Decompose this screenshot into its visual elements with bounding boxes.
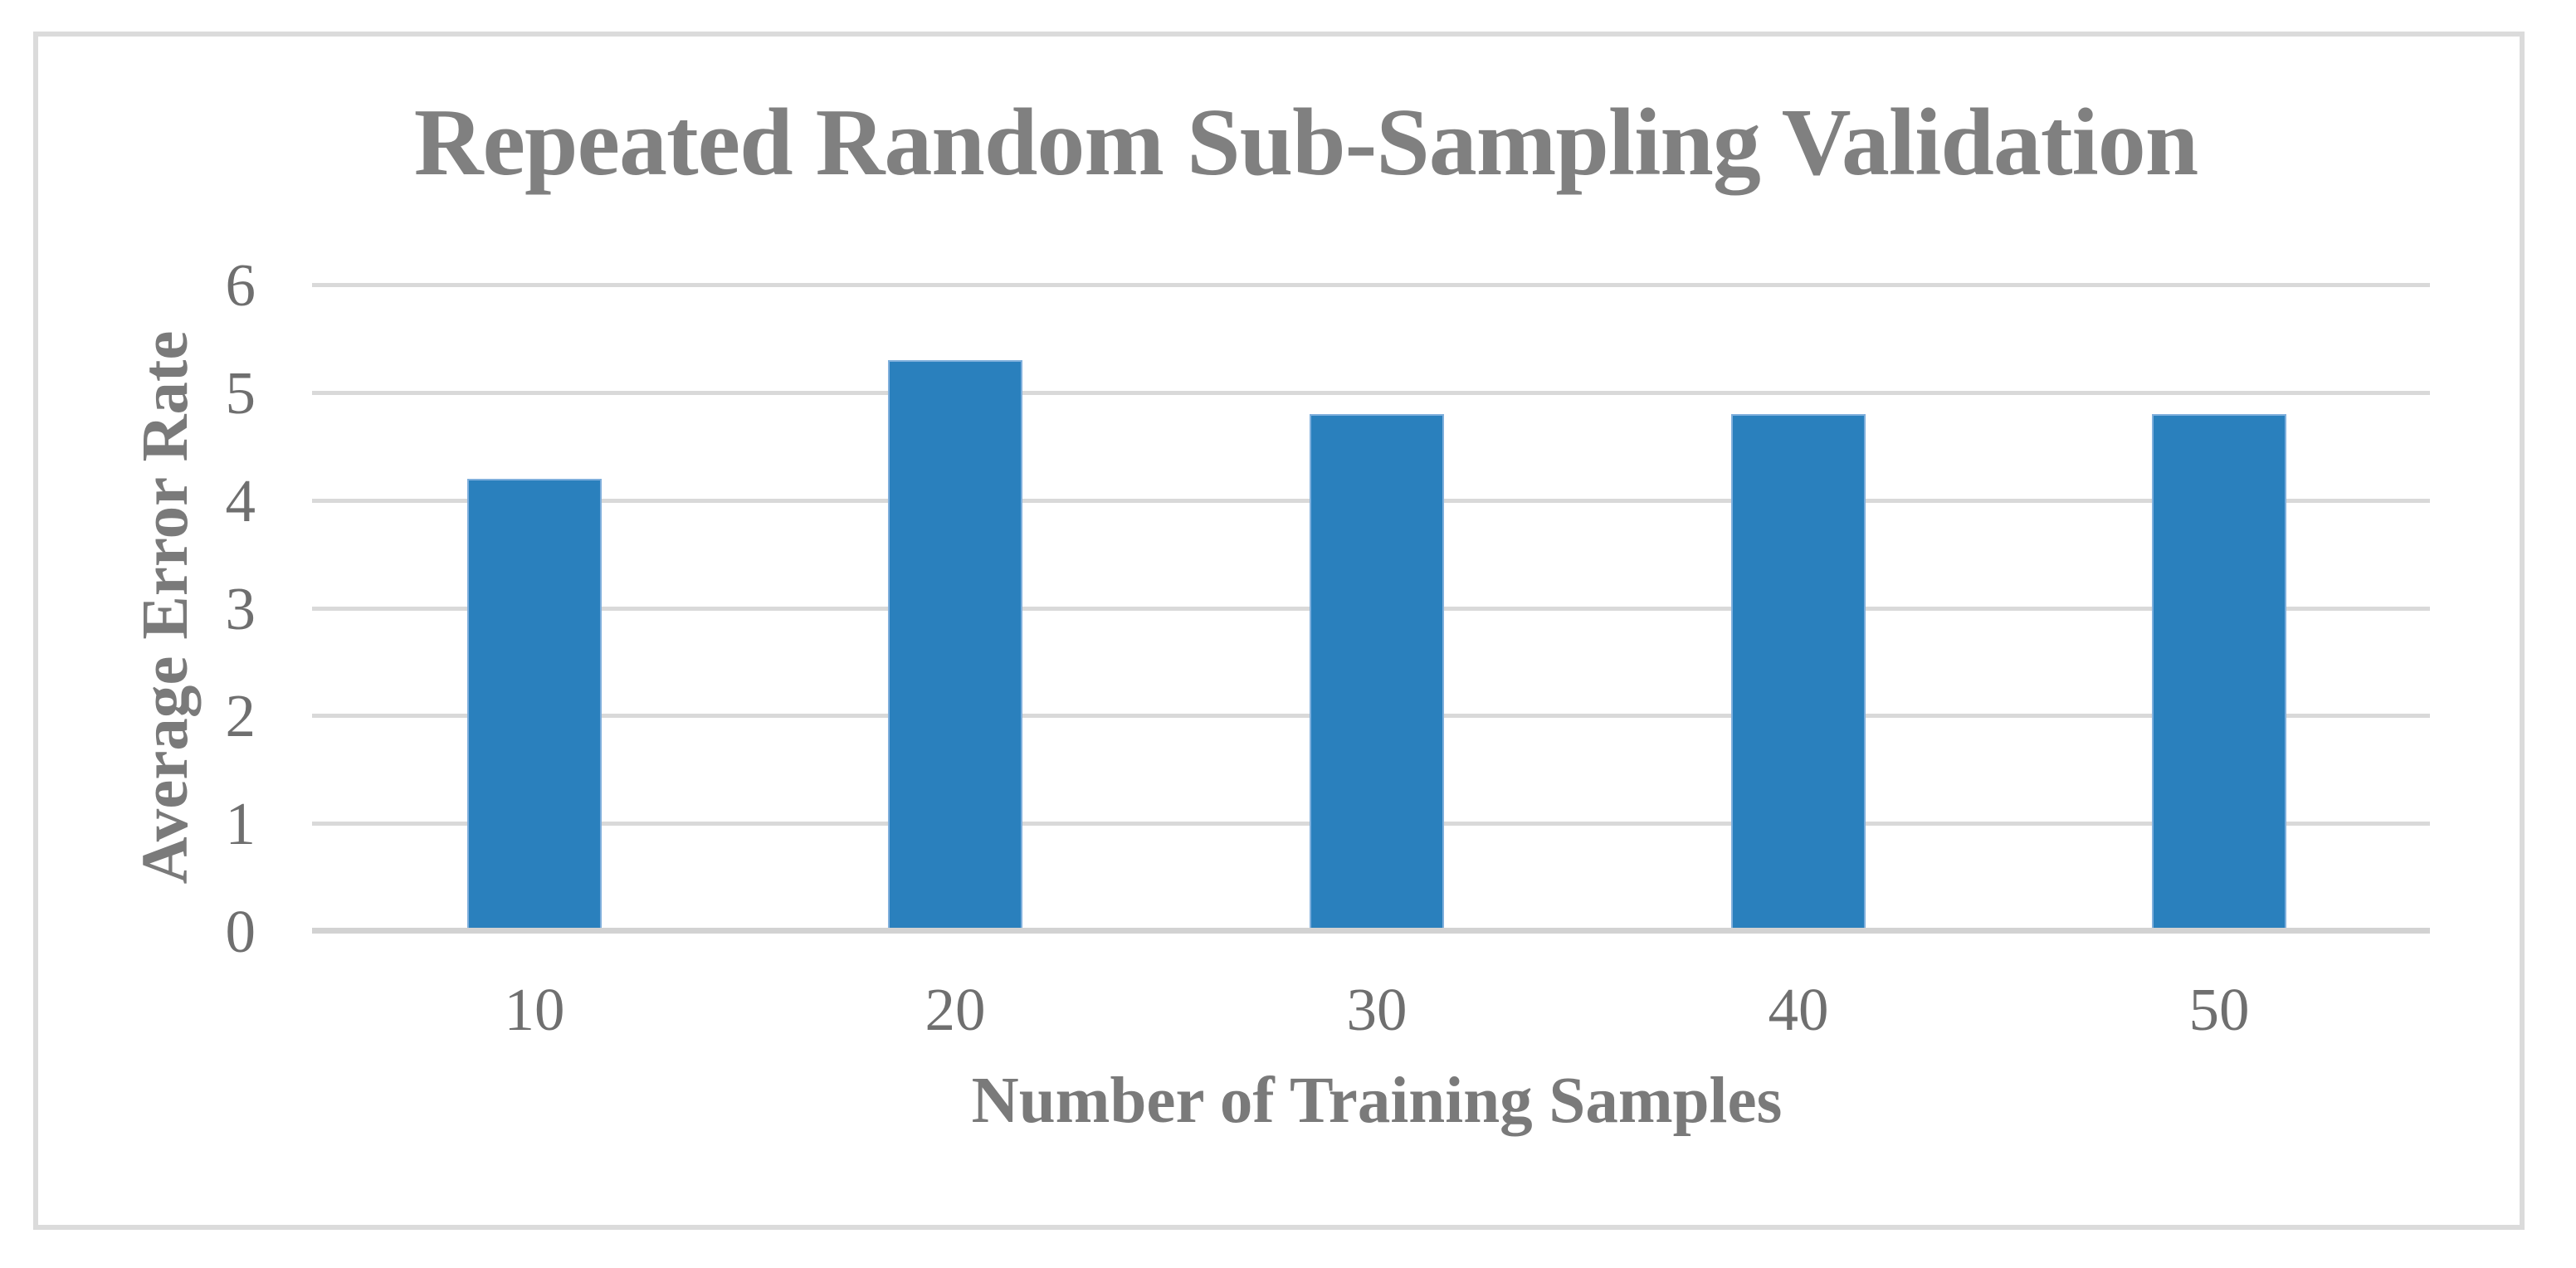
x-tick-label: 20 [925,976,986,1043]
x-tick-label: 10 [504,976,565,1043]
chart-frame: Repeated Random Sub-Sampling Validation … [33,32,2525,1230]
x-tick-label: 50 [2188,976,2250,1043]
y-tick-label: 3 [225,575,256,642]
bar [467,479,602,931]
x-tick-label: 40 [1768,976,1829,1043]
plot-area [312,283,2430,934]
x-axis-line [312,928,2430,934]
bar [888,360,1022,931]
bar [2152,414,2286,931]
x-axis-title: Number of Training Samples [971,1065,1783,1137]
bar [1731,414,1866,931]
gridline [312,391,2430,395]
gridline [312,283,2430,287]
chart-title: Repeated Random Sub-Sampling Validation [413,90,2198,196]
y-tick-label: 5 [225,359,256,427]
y-tick-label: 0 [225,898,256,965]
y-tick-label: 4 [225,467,256,534]
y-tick-label: 6 [225,251,256,319]
y-tick-label: 1 [225,790,256,857]
bar [1310,414,1444,931]
y-tick-label: 2 [225,682,256,749]
x-tick-label: 30 [1346,976,1408,1043]
